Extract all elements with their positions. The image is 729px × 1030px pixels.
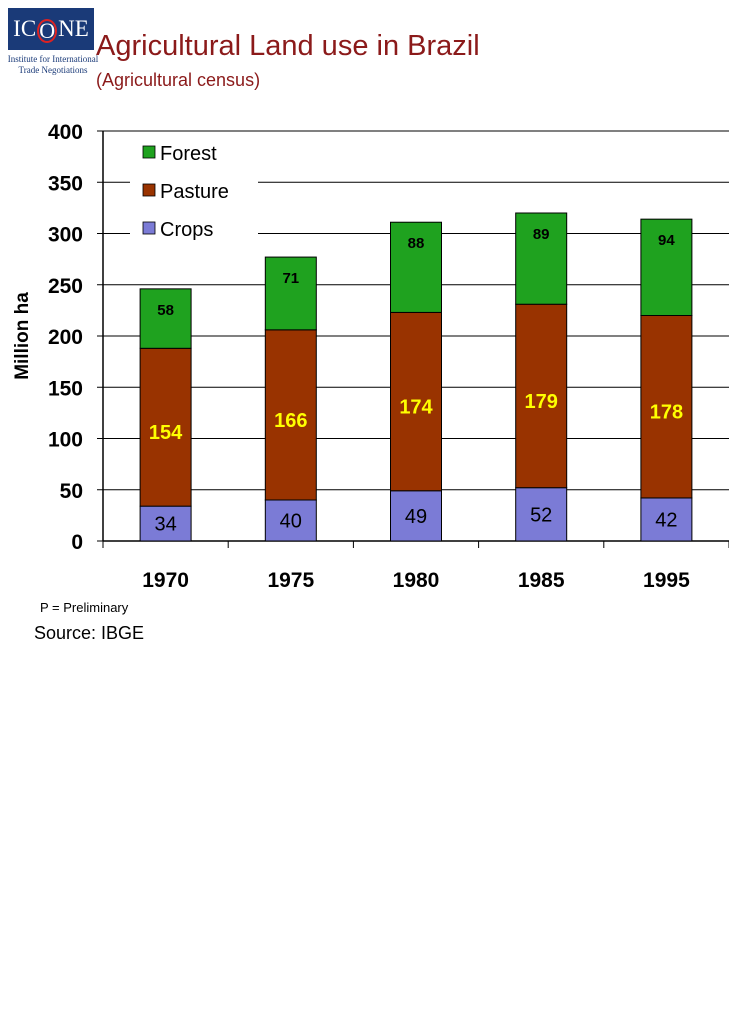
bar-forest — [139, 288, 192, 349]
bar-pasture — [640, 315, 693, 499]
logo-subtitle: Institute for International Trade Negoti… — [7, 54, 99, 75]
data-label: 42 — [655, 509, 677, 531]
bar-forest — [264, 256, 317, 331]
data-label: 94 — [658, 232, 675, 249]
data-label: 71 — [282, 270, 299, 287]
data-label: 179 — [525, 391, 558, 413]
bar-crops — [515, 487, 568, 542]
bar-crops — [640, 497, 693, 542]
x-tick-label: 1995 — [643, 569, 690, 592]
legend-swatch — [142, 221, 156, 235]
bar-forest — [515, 212, 568, 305]
legend-label: Crops — [160, 219, 213, 241]
y-axis-label: Million ha — [12, 292, 33, 380]
source-text: Source: IBGE — [34, 623, 145, 643]
y-tick-label: 150 — [48, 377, 83, 400]
y-tick-label: 250 — [48, 275, 83, 298]
page-title: Agricultural Land use in Brazil — [96, 30, 480, 62]
data-label: 40 — [280, 511, 302, 533]
bar-crops — [264, 499, 317, 542]
preliminary-note: P = Preliminary — [40, 600, 129, 615]
legend-swatch — [142, 183, 156, 197]
bar-forest — [640, 218, 693, 316]
y-tick-label: 300 — [48, 224, 83, 247]
data-label: 34 — [154, 514, 176, 536]
bar-pasture — [515, 303, 568, 489]
logo-text-left: IC — [13, 16, 37, 41]
bar-pasture — [139, 347, 192, 507]
data-label: 49 — [405, 506, 427, 528]
y-tick-label: 400 — [48, 121, 83, 144]
logo-text-right: NE — [58, 16, 89, 41]
legend-swatch — [142, 145, 156, 159]
y-tick-label: 50 — [60, 480, 83, 503]
logo-text-o: O — [37, 18, 58, 43]
x-tick-label: 1980 — [393, 569, 440, 592]
bar-pasture — [264, 329, 317, 501]
data-label: 88 — [408, 235, 425, 252]
data-label: 52 — [530, 504, 552, 526]
legend-label: Pasture — [160, 181, 229, 203]
y-tick-label: 100 — [48, 429, 83, 452]
page-subtitle: (Agricultural census) — [96, 70, 261, 90]
data-label: 178 — [650, 402, 683, 424]
bar-forest — [390, 221, 442, 313]
data-label: 154 — [149, 422, 183, 444]
data-label: 58 — [157, 302, 174, 319]
bar-pasture — [390, 311, 442, 492]
bar-crops — [390, 490, 442, 542]
y-tick-label: 0 — [71, 531, 83, 554]
legend-label: Forest — [160, 143, 217, 165]
stacked-bar-chart: 0 50 100 150 200 250 300 350 400 Million ha 34 154 5… — [12, 121, 729, 592]
bar-crops — [139, 505, 192, 542]
data-label: 174 — [399, 397, 433, 419]
data-label: 166 — [274, 410, 307, 432]
data-label: 89 — [533, 226, 550, 243]
x-tick-label: 1975 — [267, 569, 314, 592]
y-tick-label: 200 — [48, 326, 83, 349]
x-tick-label: 1970 — [142, 569, 189, 592]
icone-logo: IC O NE Institute for International Trade … — [4, 4, 98, 90]
y-tick-label: 350 — [48, 172, 83, 195]
logo-box: IC O NE — [8, 8, 94, 50]
x-tick-label: 1985 — [518, 569, 565, 592]
